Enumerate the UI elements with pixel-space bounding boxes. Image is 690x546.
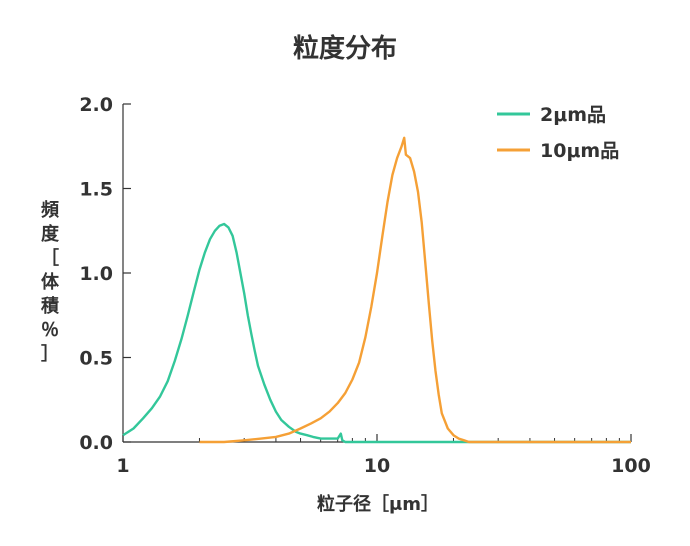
y-tick-label: 1.0 <box>79 263 113 285</box>
x-axis-label: 粒子径［μm］ <box>317 493 439 515</box>
x-tick-label: 100 <box>611 455 651 477</box>
legend: 2μm品 10μm品 <box>497 104 619 162</box>
x-tick-label: 10 <box>364 455 390 477</box>
legend-label: 10μm品 <box>540 140 619 162</box>
series-line-2 <box>199 136 631 444</box>
y-tick-label: 1.5 <box>79 179 113 201</box>
y-tick-label: 2.0 <box>79 94 113 116</box>
y-tick-label: 0.5 <box>79 348 113 370</box>
x-tick-label: 1 <box>116 455 129 477</box>
y-tick-label: 0.0 <box>79 432 113 454</box>
chart-title: 粒度分布 <box>293 33 397 64</box>
legend-label: 2μm品 <box>540 104 606 126</box>
series-layer <box>122 136 631 444</box>
y-axis-label: 頻度［体積％］ <box>40 199 60 365</box>
series-line-1 <box>122 222 631 444</box>
